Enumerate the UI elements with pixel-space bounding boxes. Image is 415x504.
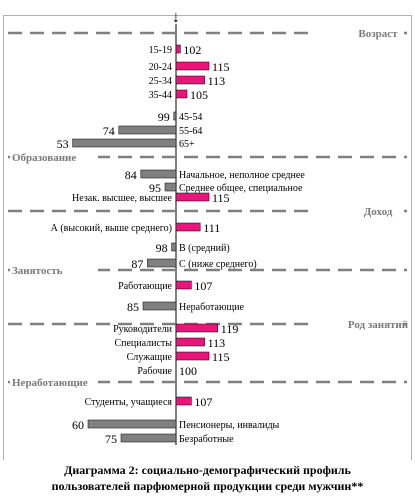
category-label: Руководители	[113, 324, 173, 335]
section-title: Род занятий	[348, 319, 409, 331]
category-label: Неработающие	[179, 302, 245, 313]
bar-value-label: 85	[127, 300, 139, 314]
category-label: Незак. высшее, высшее	[72, 193, 173, 204]
section-title: Образование	[12, 152, 76, 164]
bar	[175, 89, 188, 99]
bar-value-label: 99	[158, 110, 170, 124]
bar	[175, 44, 181, 54]
category-label: 25-34	[149, 76, 172, 87]
bar	[173, 111, 177, 121]
caption-line-2: пользователей парфюмерной продукции сред…	[51, 479, 364, 493]
bar-value-label: 105	[190, 88, 208, 102]
bar	[175, 280, 192, 290]
bar	[142, 301, 177, 311]
category-label: 55-64	[179, 126, 202, 137]
category-label: Безработные	[179, 434, 234, 445]
category-label: 65+	[179, 139, 195, 150]
chart-svg: ↓ Возраст 102 15-19 115 20-24 113 25-34 105 35-44…	[3, 9, 412, 466]
section-title-bg	[312, 24, 402, 38]
bar-value-label: 74	[103, 124, 115, 138]
bar-value-label: 111	[203, 221, 220, 235]
bar	[175, 75, 205, 85]
section-title-bg	[10, 148, 98, 162]
category-label: Специалисты	[114, 338, 172, 349]
section-title-bg	[312, 202, 402, 216]
bar-value-label: 107	[194, 395, 212, 409]
bar-value-label: 53	[57, 137, 69, 151]
category-label: 15-19	[149, 45, 172, 56]
section-title-bg	[10, 261, 98, 275]
bar-value-label: 102	[183, 43, 201, 57]
caption-line-1: Диаграмма 2: социально-демографический п…	[64, 463, 351, 477]
bar-value-label: 100	[179, 364, 197, 378]
bar-value-label: 75	[105, 432, 117, 446]
bar-value-label: 113	[208, 336, 226, 350]
section-title: Возраст	[358, 28, 398, 40]
bar	[175, 61, 210, 71]
bar	[175, 396, 192, 406]
bar	[147, 258, 177, 268]
bar	[175, 323, 219, 333]
bar	[87, 419, 177, 429]
category-label: Работающие	[118, 281, 172, 292]
bar	[175, 192, 210, 202]
category-label: Начальное, неполное среднее	[179, 170, 305, 181]
bar-value-label: 119	[221, 322, 239, 336]
category-label: В (средний)	[179, 243, 230, 254]
chart-caption: Диаграмма 2: социально-демографический п…	[0, 462, 415, 494]
down-arrow-icon: ↓	[172, 9, 180, 26]
bar	[118, 125, 177, 135]
bar-value-label: 98	[156, 241, 168, 255]
bar-value-label: 115	[212, 60, 230, 74]
bar	[72, 138, 177, 148]
section-title: Неработающие	[12, 377, 88, 389]
bar-value-label: 95	[149, 181, 161, 195]
bar-value-label: 87	[131, 257, 143, 271]
bar-value-label: 115	[212, 350, 230, 364]
bar	[175, 351, 210, 361]
bar	[120, 433, 177, 443]
bar-value-label: 107	[194, 279, 212, 293]
bar	[175, 337, 205, 347]
category-label: Служащие	[127, 352, 173, 363]
section-title-bg	[10, 373, 98, 387]
section-title: Доход	[364, 206, 393, 218]
bar-value-label: 60	[72, 418, 84, 432]
category-label: С (ниже среднего)	[179, 259, 257, 270]
category-label: 20-24	[149, 62, 172, 73]
bar-value-label: 113	[208, 74, 226, 88]
bar	[140, 169, 177, 179]
category-label: Пенсионеры, инвалиды	[179, 420, 280, 431]
category-label: Студенты, учащиеся	[85, 397, 173, 408]
bar-value-label: 115	[212, 191, 230, 205]
bar-value-label: 84	[125, 168, 137, 182]
bar	[164, 182, 177, 192]
category-label: Среднее общее, специальное	[179, 183, 303, 194]
bar	[175, 222, 201, 232]
category-label: А (высокий, выше среднего)	[51, 223, 172, 234]
category-label: 35-44	[149, 90, 172, 101]
category-label: 45-54	[179, 112, 202, 123]
section-title: Занятость	[12, 265, 63, 277]
category-label: Рабочие	[137, 366, 172, 377]
section-title-bg	[312, 315, 402, 329]
bar	[171, 242, 177, 252]
